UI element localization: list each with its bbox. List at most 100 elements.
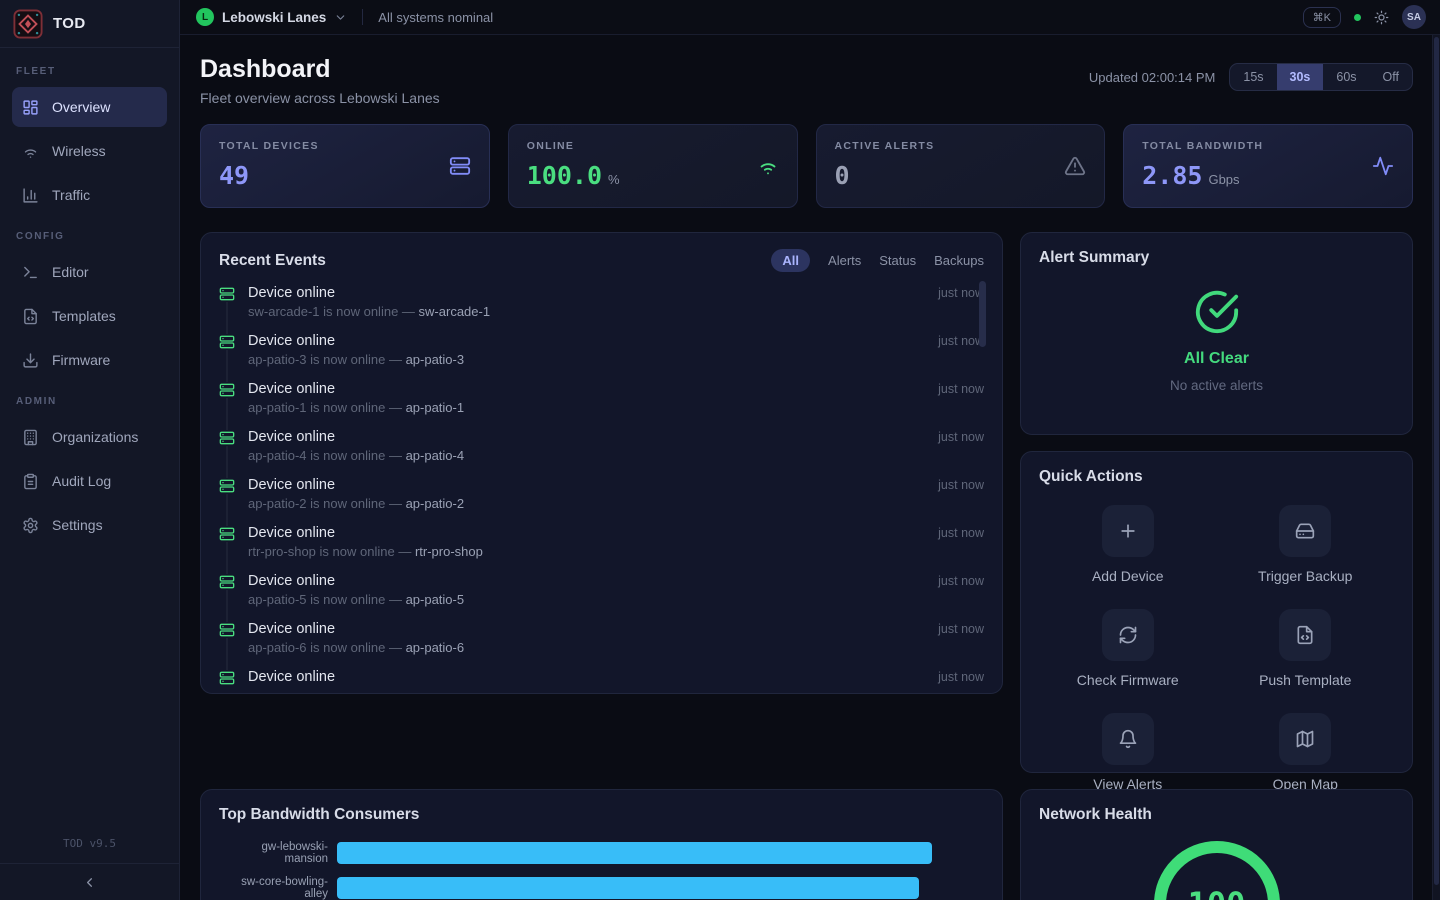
command-palette-button[interactable]: ⌘K bbox=[1302, 6, 1341, 28]
sidebar-item[interactable]: Editor bbox=[12, 252, 167, 292]
quick-actions-grid: Add Device Trigger Backup bbox=[1039, 490, 1394, 802]
sidebar-item[interactable]: Wireless bbox=[12, 131, 167, 171]
event-row[interactable]: Device online just now ap-patio-2 is now… bbox=[219, 476, 984, 512]
server-icon bbox=[219, 574, 235, 590]
alert-triangle-icon bbox=[1064, 155, 1086, 177]
event-filter-tab[interactable]: Backups bbox=[934, 253, 984, 268]
refresh-interval-option[interactable]: 15s bbox=[1243, 70, 1264, 84]
event-row[interactable]: Device online just now ap-patio-3 is now… bbox=[219, 332, 984, 368]
event-title: Device online bbox=[248, 477, 336, 493]
recent-events-title: Recent Events bbox=[219, 251, 326, 269]
quick-action-label: Open Map bbox=[1272, 776, 1338, 792]
nav-section-fleet: Overview Wireless Traffic bbox=[12, 87, 167, 215]
nav-section-admin: Organizations Audit Log Settings bbox=[12, 417, 167, 545]
refresh-interval-option[interactable]: 30s bbox=[1276, 64, 1324, 90]
refresh-interval-control: 15s 30s 60s Off bbox=[1229, 63, 1413, 91]
wifi-icon bbox=[757, 155, 779, 177]
event-device-name: ap-patio-1 bbox=[405, 400, 465, 415]
events-scrollbar-thumb[interactable] bbox=[979, 281, 986, 347]
quick-action-button[interactable]: Open Map bbox=[1217, 698, 1395, 802]
nav-section-config: Editor Templates Firmware bbox=[12, 252, 167, 380]
event-time: just now bbox=[938, 670, 984, 684]
event-message: ap-patio-4 is now online — ap-patio-4 bbox=[248, 448, 465, 463]
alert-summary-title: Alert Summary bbox=[1039, 249, 1150, 266]
stat-label: TOTAL DEVICES bbox=[219, 140, 319, 152]
event-row[interactable]: Device online just now ap-patio-4 is now… bbox=[219, 428, 984, 464]
sidebar-item-label: Traffic bbox=[52, 187, 91, 203]
event-filter-tab[interactable]: Status bbox=[879, 253, 917, 268]
wifi-icon bbox=[22, 143, 39, 160]
collapse-sidebar-button[interactable] bbox=[0, 863, 179, 900]
event-filter-tab[interactable]: All bbox=[771, 249, 811, 272]
event-filter-tab[interactable]: Alerts bbox=[828, 253, 862, 268]
event-row[interactable]: Device online just now bbox=[219, 668, 984, 688]
quick-action-button[interactable]: Check Firmware bbox=[1039, 594, 1217, 698]
dashboard-content: Dashboard Fleet overview across Lebowski… bbox=[180, 35, 1440, 900]
stat-card: ACTIVE ALERTS 0 bbox=[815, 124, 1106, 208]
sidebar-item[interactable]: Audit Log bbox=[12, 461, 167, 501]
sidebar-nav: FLEET Overview Wireless Traff bbox=[0, 48, 179, 827]
refresh-interval-option[interactable]: Off bbox=[1382, 70, 1399, 84]
quick-action-button[interactable]: Add Device bbox=[1039, 490, 1217, 594]
network-health-panel: Network Health 100 bbox=[1020, 789, 1413, 900]
event-row[interactable]: Device online just now ap-patio-6 is now… bbox=[219, 620, 984, 656]
quick-action-label: Trigger Backup bbox=[1258, 568, 1353, 584]
sidebar-item[interactable]: Firmware bbox=[12, 340, 167, 380]
event-title: Device online bbox=[248, 621, 336, 637]
nav-section-admin-label: ADMIN bbox=[16, 396, 57, 407]
event-row[interactable]: Device online just now ap-patio-5 is now… bbox=[219, 572, 984, 608]
sidebar-item-label: Templates bbox=[52, 308, 116, 324]
page-scrollbar-thumb[interactable] bbox=[1434, 37, 1439, 885]
quick-action-label: View Alerts bbox=[1093, 776, 1163, 792]
quick-actions-panel: Quick Actions Add Device bbox=[1020, 451, 1413, 792]
sidebar-item[interactable]: Overview bbox=[12, 87, 167, 127]
user-avatar[interactable]: SA bbox=[1402, 5, 1426, 29]
sidebar-item[interactable]: Traffic bbox=[12, 175, 167, 215]
quick-actions-title: Quick Actions bbox=[1039, 468, 1143, 485]
sidebar-footer: TOD v9.5 bbox=[0, 827, 179, 900]
refresh-interval-option[interactable]: 60s bbox=[1336, 70, 1357, 84]
sidebar-item[interactable]: Templates bbox=[12, 296, 167, 336]
clipboard-icon bbox=[22, 473, 39, 490]
event-list: Device online just now sw-arcade-1 is no… bbox=[219, 284, 984, 688]
sidebar-item[interactable]: Organizations bbox=[12, 417, 167, 457]
sidebar-item[interactable]: Settings bbox=[12, 505, 167, 545]
sun-icon[interactable] bbox=[1374, 10, 1389, 25]
check-circle-icon bbox=[1194, 289, 1240, 335]
alert-status-text: All Clear bbox=[1184, 350, 1249, 367]
chevron-down-icon bbox=[334, 11, 347, 24]
activity-icon bbox=[1372, 155, 1394, 177]
sidebar-item-label: Editor bbox=[52, 264, 89, 280]
network-health-title: Network Health bbox=[1039, 806, 1152, 823]
stat-card: ONLINE 100.0 % bbox=[507, 124, 798, 208]
stat-label: TOTAL BANDWIDTH bbox=[1142, 140, 1264, 152]
sidebar-item-label: Firmware bbox=[52, 352, 111, 368]
bell-icon bbox=[1118, 729, 1138, 749]
sidebar: TOD FLEET Overview Wireless bbox=[0, 0, 180, 900]
event-time: just now bbox=[938, 622, 984, 636]
building-icon bbox=[22, 429, 39, 446]
topbar: L Lebowski Lanes All systems nominal ⌘K … bbox=[180, 0, 1440, 35]
org-selector[interactable]: L Lebowski Lanes bbox=[196, 8, 347, 26]
quick-action-button[interactable]: View Alerts bbox=[1039, 698, 1217, 802]
quick-action-button[interactable]: Trigger Backup bbox=[1217, 490, 1395, 594]
event-row[interactable]: Device online just now sw-arcade-1 is no… bbox=[219, 284, 984, 320]
chevron-left-icon bbox=[82, 875, 97, 890]
server-icon bbox=[219, 670, 235, 686]
server-icon bbox=[449, 155, 471, 177]
event-title: Device online bbox=[248, 285, 336, 301]
event-message: ap-patio-1 is now online — ap-patio-1 bbox=[248, 400, 465, 415]
bandwidth-bar-chart: gw-lebowski-mansion sw-core-bowling-alle… bbox=[219, 841, 984, 900]
page-title: Dashboard bbox=[200, 55, 331, 83]
page-subtitle: Fleet overview across Lebowski Lanes bbox=[200, 90, 440, 106]
network-health-gauge: 100 bbox=[1151, 838, 1283, 900]
event-time: just now bbox=[938, 574, 984, 588]
quick-action-button[interactable]: Push Template bbox=[1217, 594, 1395, 698]
event-message: ap-patio-5 is now online — ap-patio-5 bbox=[248, 592, 465, 607]
stat-unit: Gbps bbox=[1208, 172, 1240, 187]
nav-section-fleet-label: FLEET bbox=[16, 66, 56, 77]
event-row[interactable]: Device online just now ap-patio-1 is now… bbox=[219, 380, 984, 416]
event-row[interactable]: Device online just now rtr-pro-shop is n… bbox=[219, 524, 984, 560]
refresh-icon bbox=[1118, 625, 1138, 645]
event-device-name: rtr-pro-shop bbox=[414, 544, 483, 559]
